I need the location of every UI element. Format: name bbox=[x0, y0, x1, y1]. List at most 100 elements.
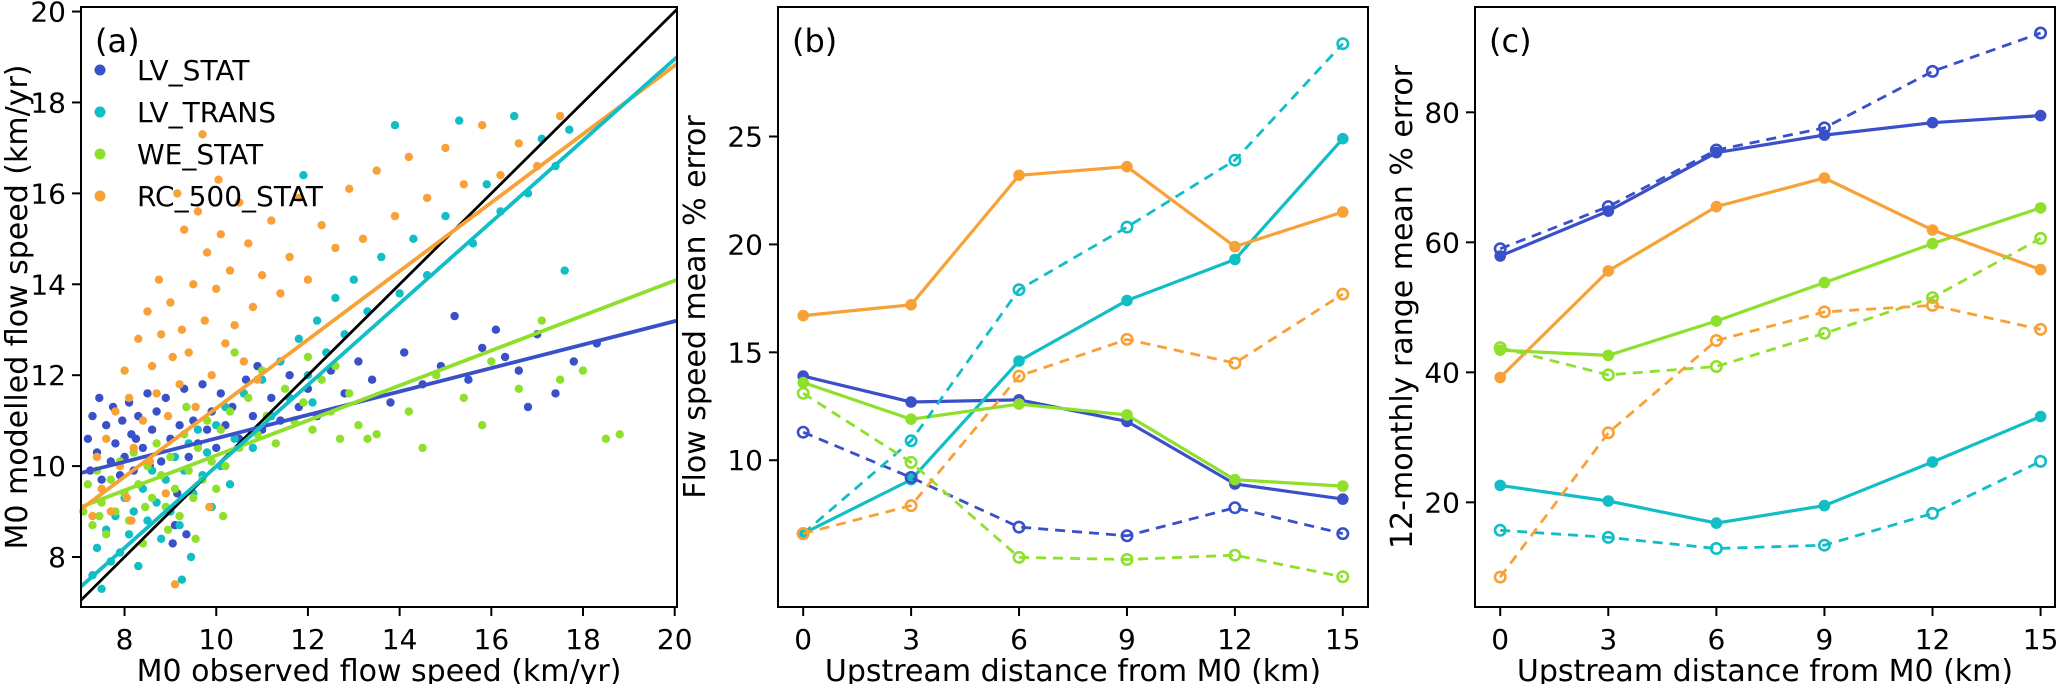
legend-label-WE_STAT: WE_STAT bbox=[137, 138, 264, 171]
x-tick-label: 20 bbox=[657, 623, 693, 656]
open-marker bbox=[1228, 501, 1242, 515]
x-tick-label: 0 bbox=[1491, 623, 1509, 656]
axes-spines bbox=[777, 6, 1369, 608]
x-tick-label: 6 bbox=[1707, 623, 1725, 656]
line-series-LV_TRANS-solid bbox=[1494, 410, 2047, 529]
filled-marker bbox=[1710, 315, 1723, 327]
series-path bbox=[1499, 114, 2041, 258]
open-marker bbox=[2034, 26, 2048, 40]
filled-marker bbox=[1013, 169, 1025, 182]
open-marker bbox=[2034, 322, 2048, 336]
series-path bbox=[1499, 303, 2041, 578]
axes-spines bbox=[1474, 6, 2056, 608]
open-marker bbox=[904, 499, 918, 513]
x-tick-label: 3 bbox=[1599, 623, 1617, 656]
line-series-LV_TRANS-solid bbox=[797, 132, 1349, 540]
x-tick-label: 6 bbox=[1010, 623, 1028, 656]
panel-label: (c) bbox=[1489, 22, 1532, 60]
x-axis: 0 3 6 9 12 15 Upstream distance from M0 (km) bbox=[1491, 607, 2058, 684]
filled-marker bbox=[1121, 160, 1133, 173]
y-tick-label: 18 bbox=[30, 86, 66, 119]
open-marker bbox=[1601, 368, 1615, 382]
y-tick-label: 15 bbox=[727, 336, 763, 369]
x-tick-label: 14 bbox=[382, 623, 418, 656]
y-tick-label: 25 bbox=[727, 120, 763, 153]
y-tick-label: 16 bbox=[30, 177, 66, 210]
open-marker bbox=[904, 455, 918, 469]
x-axis-label: Upstream distance from M0 (km) bbox=[825, 654, 1321, 684]
line-series-WE_STAT-dashed bbox=[1493, 231, 2048, 382]
series-path bbox=[1499, 31, 2042, 251]
open-marker bbox=[1817, 538, 1831, 552]
filled-marker bbox=[1229, 253, 1241, 266]
line-series-RC_500_STAT-dashed bbox=[796, 287, 1350, 541]
x-axis-label: M0 observed flow speed (km/yr) bbox=[137, 654, 622, 684]
open-marker bbox=[1012, 520, 1026, 534]
line-series-LV_STAT-dashed bbox=[796, 425, 1350, 543]
line-series-LV_STAT-solid bbox=[797, 370, 1349, 505]
filled-marker bbox=[1602, 349, 1615, 362]
filled-marker bbox=[905, 396, 917, 408]
filled-marker bbox=[1818, 172, 1831, 184]
fit-line-LV_STAT bbox=[80, 318, 678, 475]
filled-marker bbox=[1013, 355, 1025, 367]
filled-marker bbox=[1926, 456, 1939, 468]
filled-marker bbox=[2034, 109, 2047, 122]
scatter-series-WE_STAT bbox=[79, 316, 624, 548]
filled-marker bbox=[1710, 517, 1723, 529]
panel-label: (b) bbox=[792, 22, 837, 60]
line-series-RC_500_STAT-solid bbox=[1494, 172, 2047, 384]
open-marker bbox=[1012, 550, 1026, 564]
y-tick-label: 10 bbox=[30, 450, 66, 483]
y-axis-label: Flow speed mean % error bbox=[678, 115, 713, 499]
filled-marker bbox=[1818, 276, 1831, 289]
series-path bbox=[802, 392, 1344, 579]
open-marker bbox=[1493, 341, 1507, 355]
open-marker bbox=[1817, 305, 1831, 319]
legend-marker-RC_500_STAT bbox=[94, 190, 106, 202]
open-marker bbox=[1601, 426, 1615, 440]
filled-marker bbox=[797, 309, 809, 322]
legend: LV_STAT LV_TRANS WE_STAT RC_500_STAT bbox=[94, 54, 324, 213]
open-marker bbox=[2034, 231, 2048, 245]
open-marker bbox=[1012, 369, 1026, 383]
open-marker bbox=[1709, 541, 1723, 555]
y-tick-label: 60 bbox=[1424, 226, 1460, 259]
y-tick-label: 14 bbox=[30, 268, 66, 301]
open-marker bbox=[796, 527, 810, 541]
x-tick-label: 9 bbox=[1118, 623, 1136, 656]
open-marker bbox=[1228, 153, 1242, 167]
open-marker bbox=[1926, 291, 1940, 305]
y-tick-label: 20 bbox=[727, 228, 763, 261]
filled-marker bbox=[1337, 493, 1349, 505]
panel-c: 0 3 6 9 12 15 Upstream distance from M0 (km) 20… bbox=[1385, 6, 2058, 684]
filled-marker bbox=[1121, 409, 1133, 421]
x-tick-label: 12 bbox=[290, 623, 326, 656]
open-marker bbox=[1817, 121, 1831, 135]
filled-marker bbox=[1710, 200, 1723, 213]
filled-marker bbox=[1926, 116, 1939, 129]
fit-line-RC_500_STAT bbox=[79, 62, 679, 511]
filled-marker bbox=[1602, 265, 1615, 277]
x-axis-label: Upstream distance from M0 (km) bbox=[1517, 654, 2013, 684]
series-path bbox=[802, 380, 1343, 488]
series-path bbox=[1499, 176, 2042, 379]
series-path bbox=[1499, 415, 2042, 525]
line-series-LV_TRANS-dashed bbox=[1493, 454, 2048, 555]
x-tick-label: 10 bbox=[198, 623, 234, 656]
scatter-series-LV_STAT bbox=[83, 311, 601, 548]
open-marker bbox=[904, 470, 918, 484]
open-marker bbox=[1926, 298, 1940, 312]
y-tick-label: 40 bbox=[1424, 356, 1460, 389]
open-marker bbox=[1817, 326, 1831, 340]
line-series-RC_500_STAT-dashed bbox=[1493, 298, 2048, 584]
legend-label-RC_500_STAT: RC_500_STAT bbox=[137, 180, 324, 213]
y-tick-label: 8 bbox=[48, 541, 66, 574]
filled-marker bbox=[1494, 479, 1506, 492]
legend-label-LV_TRANS: LV_TRANS bbox=[137, 96, 276, 129]
filled-marker bbox=[1337, 480, 1349, 492]
filled-marker bbox=[1229, 473, 1241, 486]
filled-marker bbox=[905, 299, 917, 311]
filled-marker bbox=[2034, 263, 2047, 276]
